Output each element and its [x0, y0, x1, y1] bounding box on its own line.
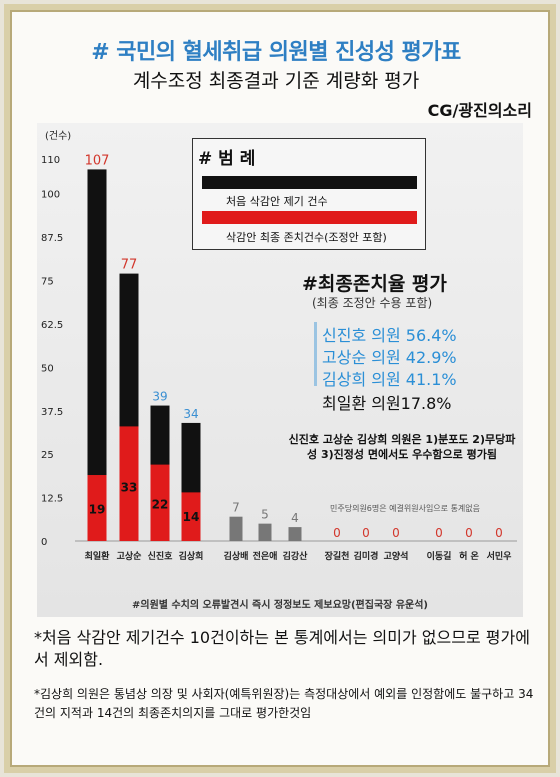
rate-row: 고상순 의원 42.9%	[322, 348, 457, 367]
rate-subtitle: (최종 조정안 수용 포함)	[312, 296, 433, 310]
y-tick-label: 110	[41, 155, 60, 166]
category-label: 고상순	[117, 550, 142, 562]
y-tick-label: 50	[41, 363, 54, 374]
page-subtitle: 계수조정 최종결과 기준 계량화 평가	[132, 70, 420, 92]
category-label: 김상희	[179, 550, 204, 562]
value-label: 107	[85, 153, 110, 168]
legend-label-retained: 삭감안 최종 존치건수(조정안 포함)	[226, 231, 387, 244]
legend-swatch-proposed	[202, 176, 417, 189]
category-label: 김상배	[224, 550, 249, 562]
y-tick-label: 0	[41, 537, 47, 548]
value-label: 34	[183, 407, 198, 421]
y-tick-label: 12.5	[41, 494, 63, 505]
evaluation-note: 신진호 고상순 김상희 의원은 1)분포도 2)무당파성 3)진정성 면에서도 …	[288, 433, 516, 461]
y-tick-label: 25	[41, 450, 54, 461]
category-label: 김미경	[354, 550, 379, 562]
page-title: # 국민의 혈세취급 의원별 진성성 평가표	[91, 40, 461, 65]
y-tick-label: 62.5	[41, 320, 63, 331]
source-note: #의원별 수치의 오류발견시 즉시 정정보도 제보요망(편집국장 유운석)	[131, 600, 428, 611]
value-label: 0	[392, 526, 400, 540]
bars: 19 107 최일환 33 77 고상순 22 39 신진호 14 34 김상희 7 김상배 5 전은애 4 김강…	[85, 153, 512, 562]
category-label: 고양석	[384, 550, 409, 562]
category-label: 전은애	[253, 550, 278, 562]
bar-retained	[150, 464, 170, 541]
y-axis-label: (건수)	[45, 130, 71, 142]
y-tick-label: 75	[41, 277, 54, 288]
y-tick-label: 87.5	[41, 233, 63, 244]
rate-row: 신진호 의원 56.4%	[322, 326, 457, 345]
value-label: 5	[261, 508, 269, 522]
bar-retained	[181, 492, 201, 541]
credit-label: CG/광진의소리	[427, 101, 532, 120]
bar-retained	[87, 475, 107, 541]
value-label: 39	[152, 390, 167, 404]
value-label: 4	[291, 511, 299, 525]
category-label: 이동길	[427, 550, 452, 562]
category-label: 최일환	[85, 550, 111, 562]
retained-value-label: 19	[89, 502, 106, 516]
y-tick-label: 100	[41, 190, 60, 201]
value-label: 0	[333, 526, 341, 540]
value-label: 0	[465, 526, 473, 540]
rate-accent-bar	[314, 322, 317, 386]
retained-value-label: 14	[183, 510, 200, 524]
bar-proposed	[258, 523, 272, 541]
category-label: 허 온	[459, 550, 479, 562]
category-label: 신진호	[148, 550, 174, 562]
legend-swatch-retained	[202, 211, 417, 224]
value-label: 0	[362, 526, 370, 540]
footer-note-2: *김상희 의원은 통념상 의장 및 사회자(예특위원장)는 측정대상에서 예외를…	[34, 687, 534, 720]
category-label: 장길천	[325, 550, 350, 562]
rate-row: 최일환 의원17.8%	[322, 394, 452, 413]
value-label: 7	[232, 501, 240, 515]
footer-note-1: *처음 삭감안 제기건수 10건이하는 본 통계에서는 의미가 없으므로 평가에…	[34, 628, 530, 669]
retained-value-label: 22	[152, 498, 169, 512]
category-label: 김강산	[283, 550, 309, 562]
y-tick-label: 37.5	[41, 407, 63, 418]
minju-note: 민주당의원6명은 예결위원사임으로 통계없음	[330, 504, 481, 513]
bar-proposed	[87, 169, 107, 541]
value-label: 0	[495, 526, 503, 540]
legend-box	[192, 138, 426, 250]
legend-label-proposed: 처음 삭감안 제기 건수	[226, 195, 328, 208]
value-label: 77	[121, 258, 138, 273]
rate-title: #최종존치율 평가	[302, 273, 447, 295]
rate-row: 김상희 의원 41.1%	[322, 370, 457, 389]
bar-proposed	[288, 527, 302, 541]
value-label: 0	[435, 526, 443, 540]
category-label: 서민우	[487, 550, 512, 562]
bar-proposed	[229, 516, 243, 541]
bar-retained	[119, 426, 139, 541]
retained-value-label: 33	[121, 480, 138, 494]
legend-title: # 범 례	[198, 149, 256, 169]
